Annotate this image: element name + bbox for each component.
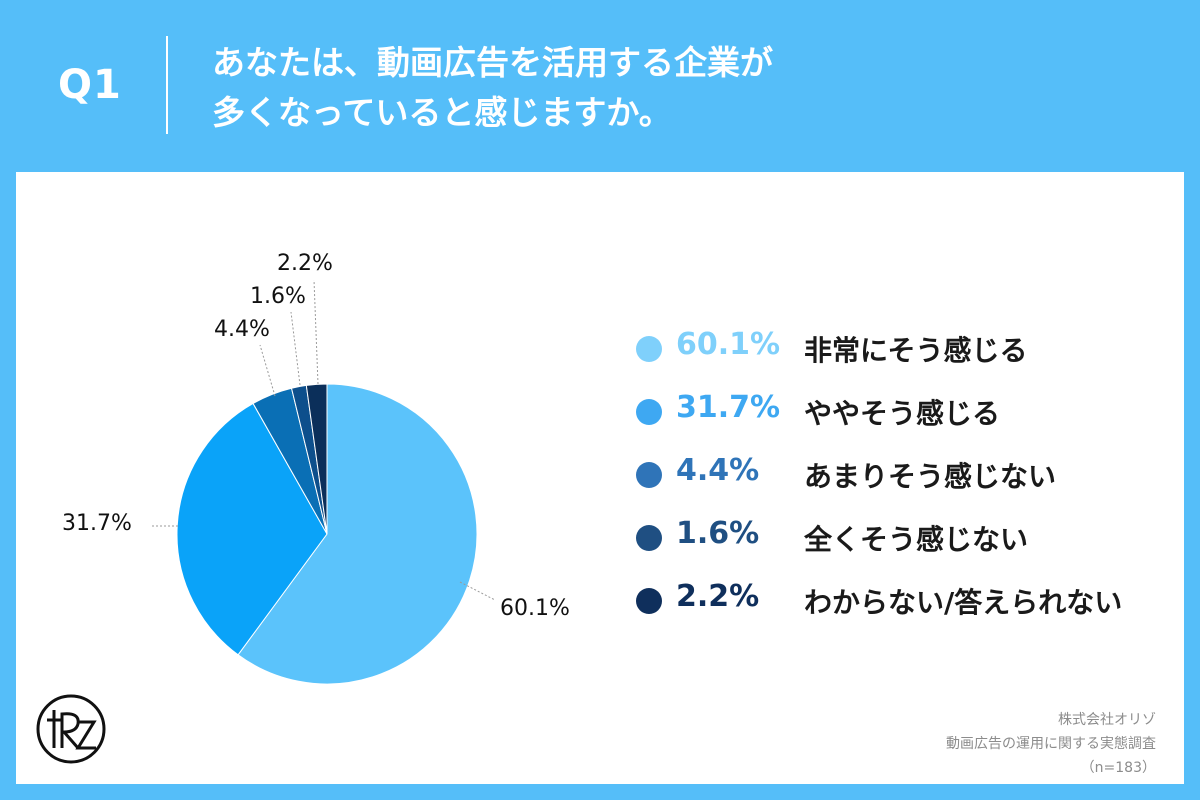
legend-label: わからない/答えられない <box>804 586 1123 619</box>
leader-line <box>259 344 276 397</box>
question-line-2: 多くなっていると感じますか。 <box>212 93 672 132</box>
legend-percent: 4.4% <box>676 453 760 488</box>
question-number: Q1 <box>58 62 122 108</box>
legend-percent: 31.7% <box>676 390 781 425</box>
legend-percent: 2.2% <box>676 579 760 614</box>
pie-value-label: 1.6% <box>250 284 306 309</box>
legend-swatch <box>636 336 662 362</box>
pie-slice <box>237 383 478 685</box>
pie-value-label: 31.7% <box>62 511 132 536</box>
source-survey: 動画広告の運用に関する実態調査 <box>946 736 1156 752</box>
legend-label: ややそう感じる <box>804 397 1001 430</box>
pie-slice <box>305 383 328 535</box>
legend-item: 2.2% わからない/答えられない <box>636 574 1176 624</box>
legend-swatch <box>636 399 662 425</box>
pie-value-label: 60.1% <box>500 596 570 621</box>
legend-percent: 60.1% <box>676 327 781 362</box>
legend-swatch <box>636 525 662 551</box>
legend-swatch <box>636 462 662 488</box>
legend-label: 非常にそう感じる <box>804 334 1028 367</box>
legend-item: 60.1% 非常にそう感じる <box>636 322 1176 372</box>
header-divider <box>166 36 168 134</box>
source-company: 株式会社オリゾ <box>1058 712 1156 728</box>
header: Q1 あなたは、動画広告を活用する企業が 多くなっていると感じますか。 <box>0 0 1200 170</box>
question-line-1: あなたは、動画広告を活用する企業が <box>212 43 773 82</box>
pie-value-labels: 60.1% 31.7% 4.4% 1.6% 2.2% <box>62 251 570 621</box>
pie-value-label: 2.2% <box>277 251 333 276</box>
leader-line <box>459 581 496 601</box>
legend-item: 1.6% 全くそう感じない <box>636 511 1176 561</box>
legend-label: 全くそう感じない <box>804 523 1029 556</box>
question-text: あなたは、動画広告を活用する企業が 多くなっていると感じますか。 <box>212 38 1112 138</box>
pie-slices <box>176 383 478 685</box>
legend-item: 4.4% あまりそう感じない <box>636 448 1176 498</box>
source-sample-size: （n=183） <box>1080 760 1156 776</box>
leader-line <box>313 279 319 385</box>
brand-logo-icon <box>36 694 106 764</box>
pie-slice <box>176 402 328 656</box>
legend-swatch <box>636 588 662 614</box>
pie-value-label: 4.4% <box>214 317 270 342</box>
leader-line <box>290 311 301 386</box>
legend-item: 31.7% ややそう感じる <box>636 385 1176 435</box>
source-note: 株式会社オリゾ 動画広告の運用に関する実態調査 （n=183） <box>946 708 1156 780</box>
legend-label: あまりそう感じない <box>804 460 1057 493</box>
pie-leader-lines <box>152 279 496 601</box>
legend-percent: 1.6% <box>676 516 760 551</box>
